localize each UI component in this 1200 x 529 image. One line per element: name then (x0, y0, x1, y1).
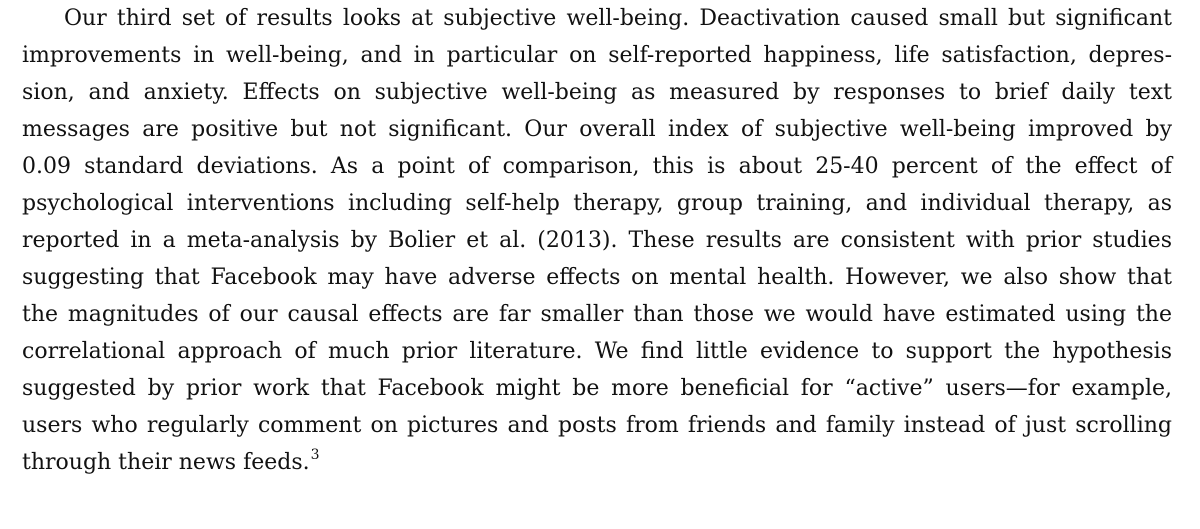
footnote-marker[interactable]: 3 (310, 447, 320, 463)
paragraph-line: correlational approach of much prior lit… (22, 339, 1172, 364)
paragraph-line: improvements in well-being, and in parti… (22, 43, 1172, 68)
paragraph-line: 0.09 standard deviations. As a point of … (22, 154, 1172, 179)
paragraph-line: suggesting that Facebook may have advers… (22, 265, 1172, 290)
paragraph-line: reported in a meta-analysis by Bolier et… (22, 228, 1172, 253)
paragraph-last-line: through their news feeds.3 (22, 444, 1172, 481)
paragraph-last-line-text: through their news feeds. (22, 450, 310, 475)
paragraph-line: the magnitudes of our causal effects are… (22, 302, 1172, 327)
paragraph-line: messages are positive but not significan… (22, 117, 1172, 142)
paragraph-line: suggested by prior work that Facebook mi… (22, 376, 1172, 401)
paragraph-line: Our third set of results looks at subjec… (64, 6, 1172, 31)
paragraph-line: users who regularly comment on pictures … (22, 413, 1172, 438)
paragraph-line: psychological interventions including se… (22, 191, 1172, 216)
paragraph-line: sion, and anxiety. Effects on subjective… (22, 80, 1172, 105)
